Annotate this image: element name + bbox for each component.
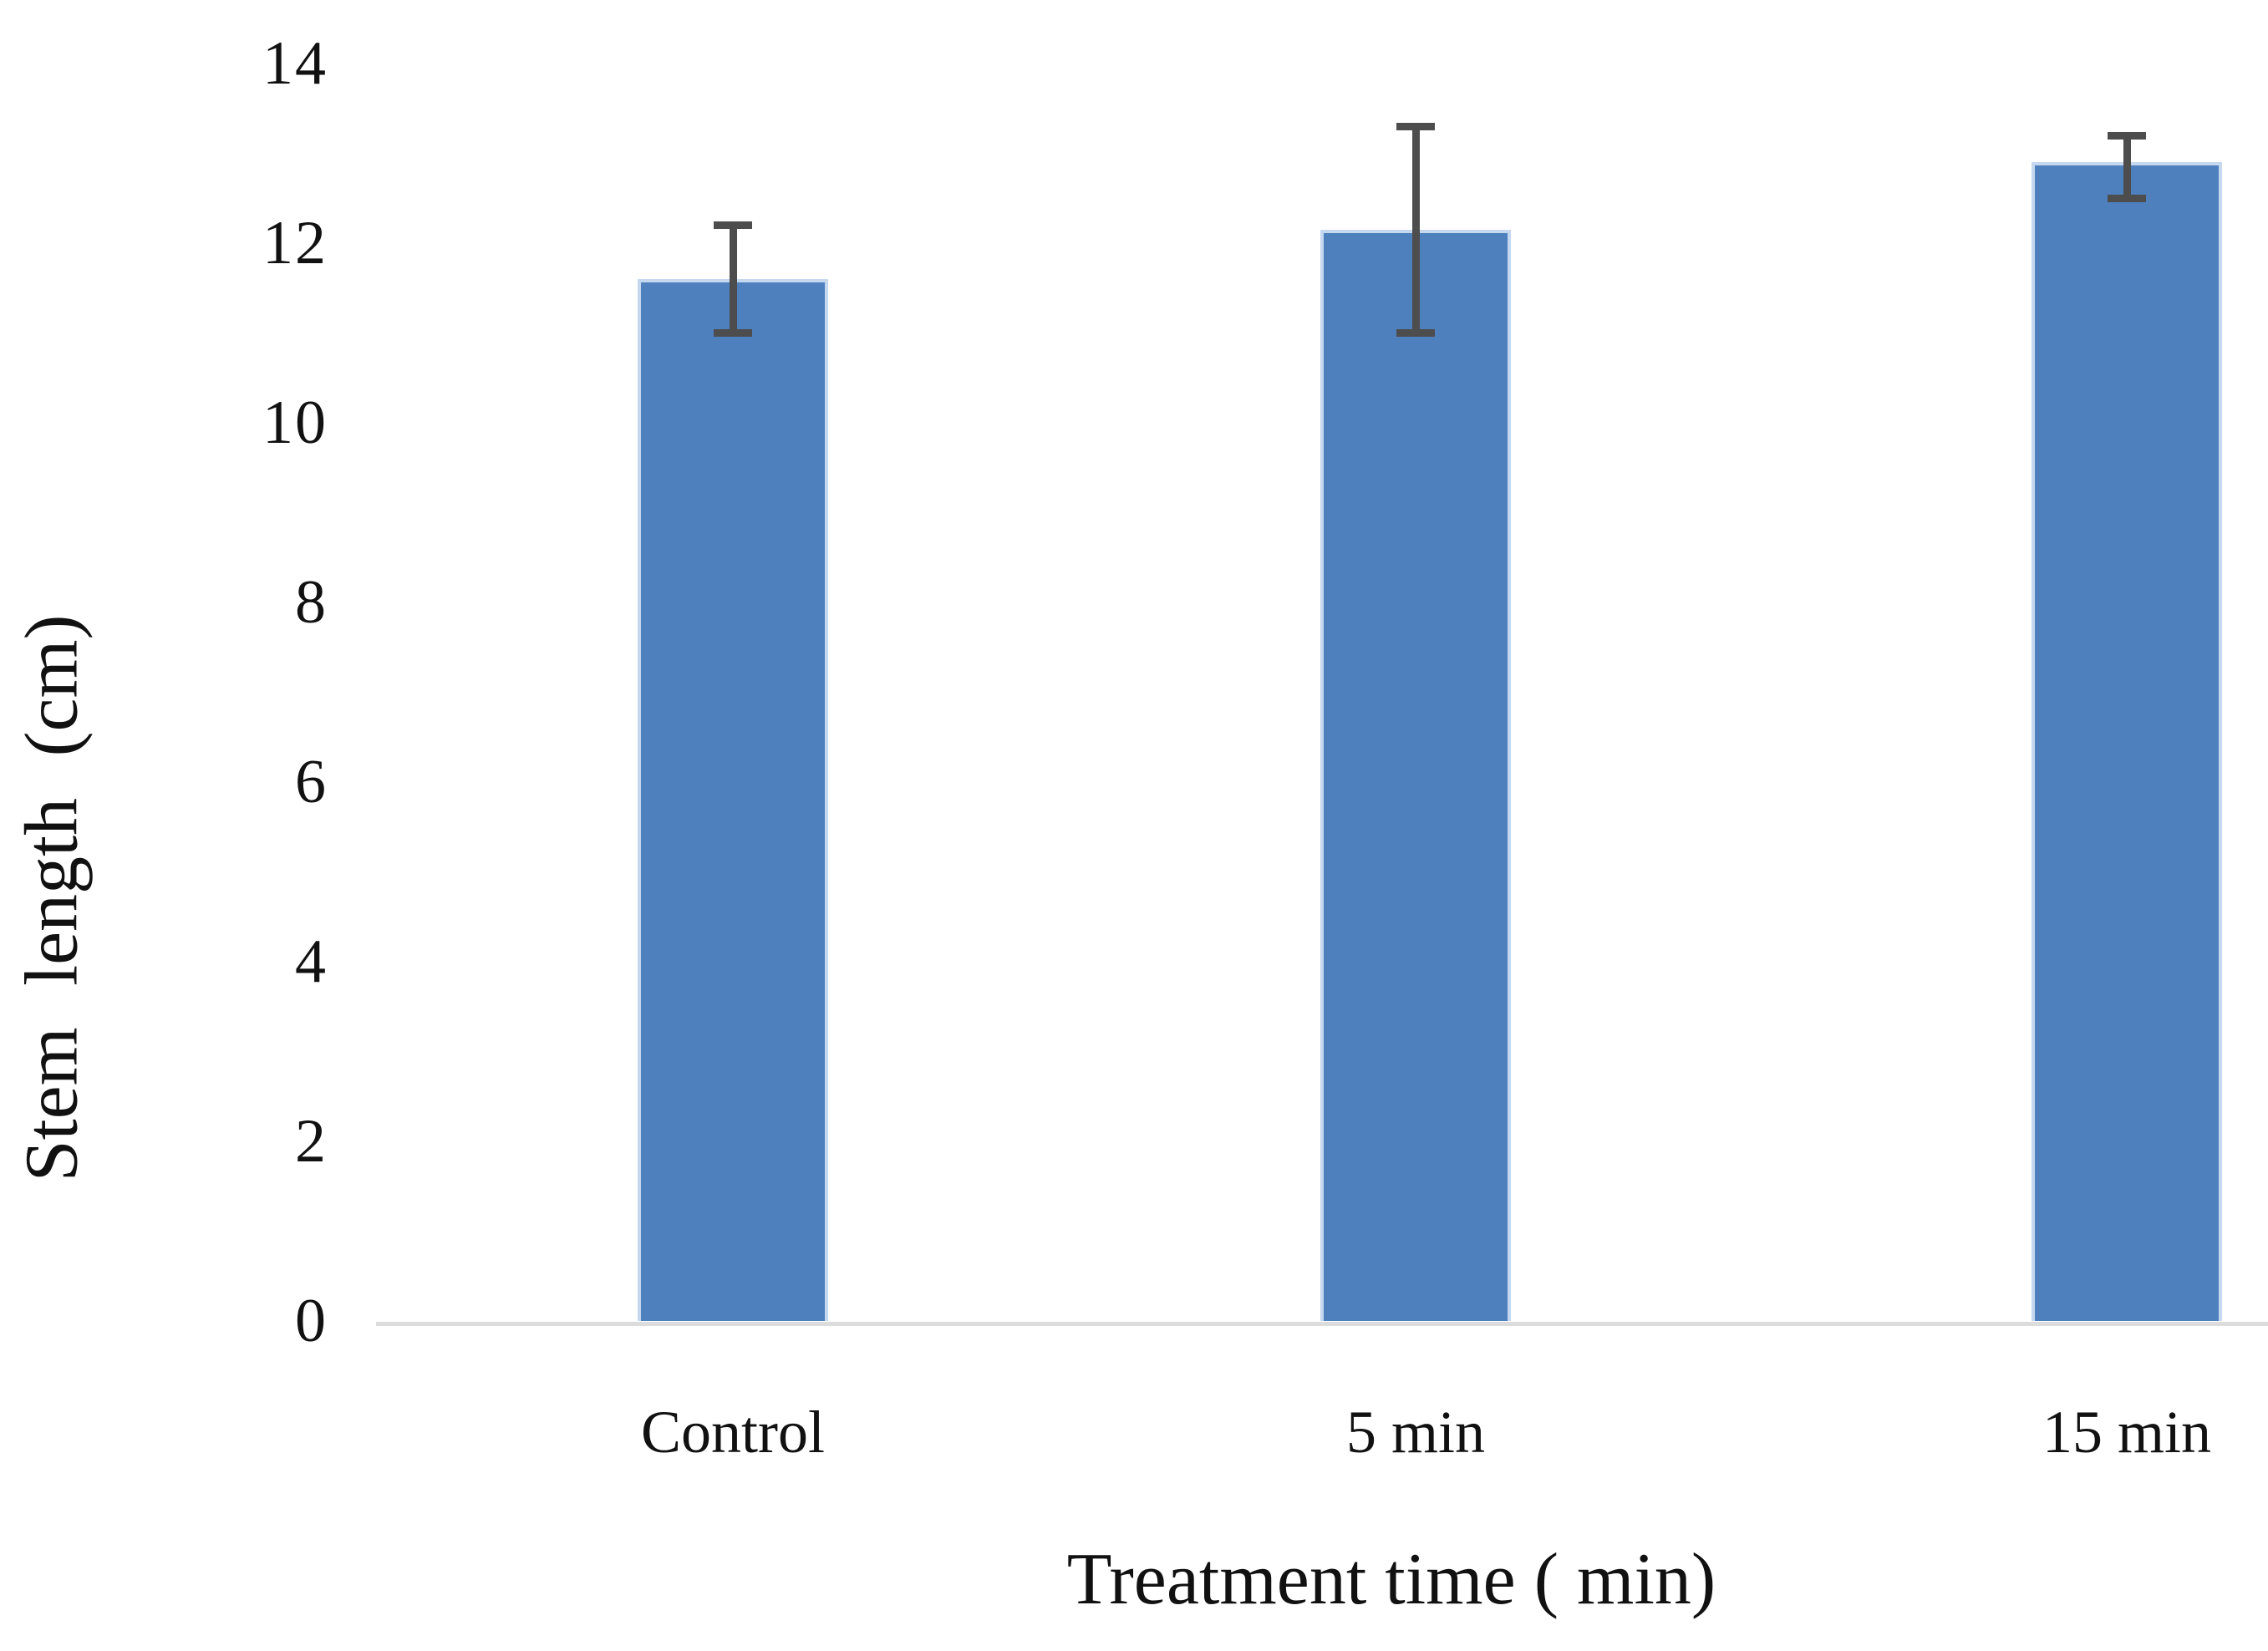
- error-bar: [1411, 126, 1420, 333]
- y-tick-label: 0: [295, 1287, 328, 1355]
- bar: [638, 279, 828, 1321]
- error-bar-cap-bottom: [2108, 194, 2146, 202]
- error-bar: [2123, 135, 2131, 199]
- bar: [1320, 229, 1511, 1321]
- x-category-label: 5 min: [1345, 1399, 1486, 1466]
- y-tick-label: 10: [262, 389, 328, 457]
- y-tick-label: 8: [295, 568, 328, 637]
- error-bar: [729, 225, 737, 333]
- error-bar-cap-bottom: [714, 329, 752, 337]
- x-category-label: Control: [640, 1399, 826, 1466]
- error-bar-cap-bottom: [1396, 329, 1435, 337]
- bar: [2032, 162, 2222, 1321]
- y-tick-label: 2: [295, 1107, 328, 1176]
- error-bar-cap-top: [714, 221, 752, 229]
- y-tick-label: 12: [262, 209, 328, 277]
- plot-area: [376, 64, 2268, 1326]
- error-bar-cap-top: [2108, 131, 2146, 140]
- x-axis-title: Treatment time ( min): [1066, 1539, 1716, 1620]
- y-tick-label: 6: [295, 748, 328, 816]
- error-bar-cap-top: [1396, 122, 1435, 130]
- y-tick-label: 14: [262, 29, 328, 98]
- y-axis-title: Stem length (cm): [10, 614, 94, 1182]
- x-category-label: 15 min: [2042, 1399, 2212, 1466]
- y-tick-label: 4: [295, 927, 328, 996]
